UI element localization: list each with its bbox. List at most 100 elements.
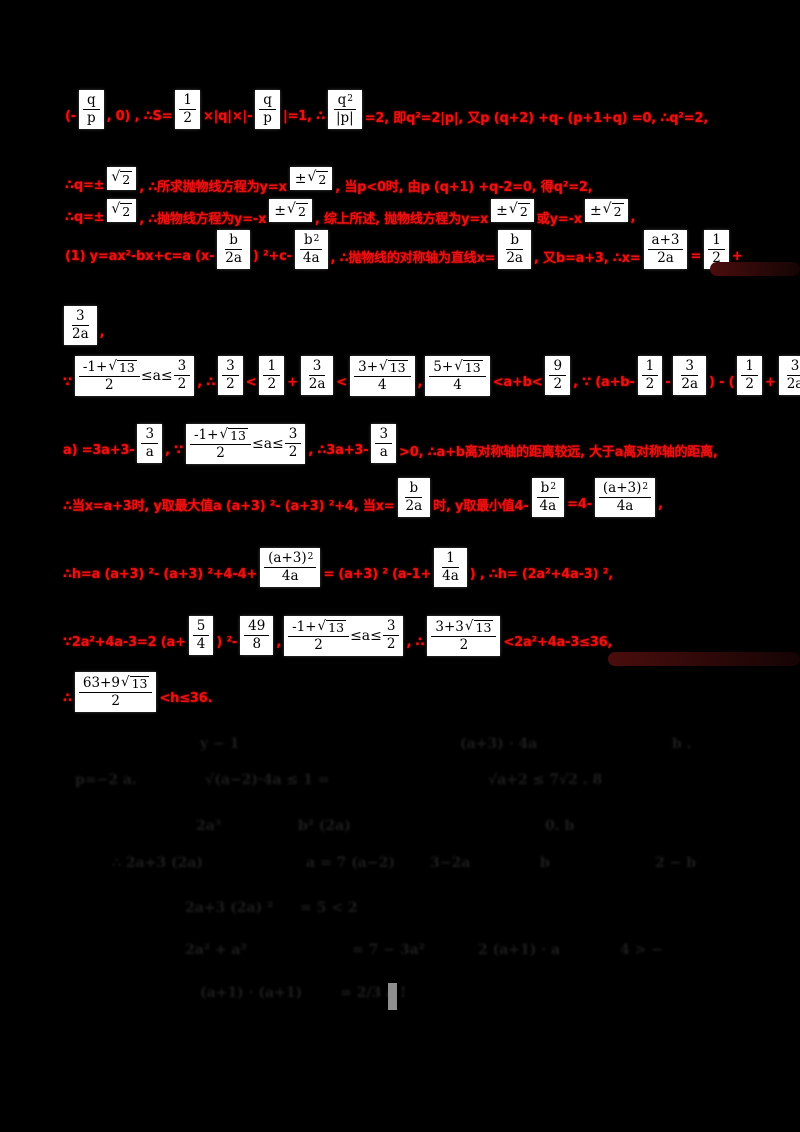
math-text: 3 bbox=[790, 358, 800, 375]
radical-sign: √ bbox=[108, 358, 117, 374]
text-cursor bbox=[388, 983, 397, 1010]
denominator: 2 bbox=[107, 693, 124, 709]
numerator: 1 bbox=[263, 358, 281, 377]
math-text: p bbox=[86, 109, 96, 126]
sqrt-radical: √ 2 bbox=[603, 202, 624, 219]
numerator: q bbox=[82, 93, 100, 110]
math-text: 2a bbox=[225, 249, 242, 266]
math-box: 3 2a bbox=[64, 306, 97, 345]
math-text: 2a bbox=[72, 325, 89, 342]
red-text: , 又b=a+3, ∴x= bbox=[533, 250, 641, 266]
ghost-fragment: 2 (a+1) · a bbox=[478, 942, 561, 958]
denominator: 4a bbox=[536, 498, 561, 514]
math-text: 3 bbox=[177, 358, 187, 375]
numerator: 63+9 √ 13 bbox=[78, 675, 153, 693]
math-text: b bbox=[409, 480, 419, 496]
denominator: 2 bbox=[549, 376, 566, 392]
fraction: 5+ √ 13 4 bbox=[429, 359, 486, 393]
numerator: 3 bbox=[681, 358, 699, 377]
denominator: 2a bbox=[68, 326, 93, 342]
numerator: (a+3) 2 bbox=[264, 550, 317, 568]
ghost-fragment: ∴ 2a+3 (2a) bbox=[112, 855, 203, 871]
fraction: a+3 2a bbox=[647, 233, 684, 266]
math-box: -1+ √ 13 2 ≤a≤ 3 2 bbox=[74, 356, 195, 396]
red-text: =2, 即q²=2|p|, 又p (q+2) +q- (p+1+q) =0, ∴… bbox=[364, 110, 709, 126]
fraction: (a+3) 2 4a bbox=[264, 550, 317, 584]
numerator: 3 bbox=[141, 426, 159, 445]
math-text: q bbox=[263, 92, 272, 108]
ghost-fragment: (a+1) · (a+1) bbox=[200, 985, 303, 1001]
red-text: , ∴ bbox=[406, 635, 425, 651]
solution-line-4: (1) y=ax²-bx+c=a (x-b 2a) ²+c-b 2 4a, ∴抛物线的… bbox=[64, 230, 743, 269]
sqrt-radical: √ 13 bbox=[454, 359, 483, 375]
denominator: a bbox=[376, 444, 392, 460]
red-text: , 综上所述, 抛物线方程为y=x bbox=[314, 212, 489, 227]
denominator: 4 bbox=[374, 377, 391, 393]
math-text: (a+3) bbox=[268, 550, 307, 566]
denominator: 2 bbox=[263, 376, 280, 392]
math-text: 2a bbox=[681, 376, 699, 393]
math-box: 3+3 √ 13 2 bbox=[427, 616, 501, 656]
math-text: 4a bbox=[616, 497, 634, 514]
fraction: 3 2a bbox=[68, 309, 93, 342]
math-text: 4a bbox=[302, 249, 320, 266]
math-box: (a+3) 2 4a bbox=[594, 478, 656, 517]
red-text: , ∴抛物线方程为y=-x bbox=[139, 212, 267, 227]
denominator: 2a bbox=[502, 250, 527, 266]
fraction: -1+ √ 13 2 bbox=[78, 358, 140, 393]
math-text: 9 bbox=[553, 358, 563, 375]
math-text: 1 bbox=[267, 358, 277, 375]
math-box: √ 2 bbox=[107, 167, 137, 190]
radical-sign: √ bbox=[454, 358, 463, 374]
math-text: -1+ bbox=[292, 618, 317, 635]
red-text: ∴当x=a+3时, y取最大值a (a+3) ²- (a+3) ²+4, 当x= bbox=[63, 498, 395, 514]
solution-line-10: ∵2a²+4a-3=2 (a+ 5 4) ²- 49 8, -1+ √ 13 2 ≤a≤ 3 2, ∴… bbox=[62, 616, 613, 656]
math-text: 2a bbox=[657, 249, 674, 266]
redaction-streak bbox=[608, 652, 800, 666]
math-text: 2 bbox=[314, 636, 323, 653]
red-text: + bbox=[764, 375, 776, 391]
red-text: < bbox=[336, 375, 348, 391]
math-text: 2 bbox=[226, 376, 235, 393]
math-text: a bbox=[145, 444, 154, 461]
red-text: <h≤36. bbox=[159, 691, 213, 707]
solution-line-9: ∴h=a (a+3) ²- (a+3) ²+4-4+ (a+3) 2 4a = (a+3… bbox=[62, 548, 614, 587]
fraction: 3 2a bbox=[677, 359, 702, 392]
math-text: 3+3 bbox=[435, 618, 464, 635]
radicand: 2 bbox=[120, 171, 133, 187]
red-text: ) ²+c- bbox=[252, 248, 292, 264]
math-text: q bbox=[337, 92, 347, 108]
solution-line-5: 3 2a, bbox=[62, 306, 105, 345]
red-text: |=1, ∴ bbox=[282, 108, 325, 124]
math-text: 4a bbox=[539, 497, 557, 514]
numerator: 1 bbox=[179, 93, 196, 110]
math-text: a bbox=[379, 444, 388, 461]
math-text: 4a bbox=[281, 567, 299, 584]
denominator: 2 bbox=[642, 376, 659, 392]
red-text: a) =3a+3- bbox=[63, 443, 135, 459]
denominator: 2 bbox=[310, 637, 327, 653]
fraction: b 2 4a bbox=[299, 233, 324, 266]
numerator: b bbox=[225, 233, 242, 250]
red-text: , bbox=[417, 375, 423, 391]
solution-line-7: a) =3a+3- 3 a, ∵ -1+ √ 13 2 ≤a≤ 3 2, ∴3a+3- 3 a >0, … bbox=[62, 424, 719, 464]
math-box: b 2a bbox=[217, 230, 250, 269]
math-text: 3 bbox=[226, 358, 235, 375]
radicand: 2 bbox=[611, 203, 624, 219]
math-text: 3 bbox=[145, 426, 155, 443]
red-text: ) - ( bbox=[709, 375, 735, 391]
math-text: 3 bbox=[685, 358, 695, 375]
ghost-fragment: = 5 < 2 bbox=[300, 900, 358, 916]
radical-sign: √ bbox=[508, 201, 518, 217]
red-text: , 0) , ∴S= bbox=[106, 108, 173, 124]
math-box: ± √ 2 bbox=[491, 199, 534, 222]
sqrt-radical: √ 2 bbox=[111, 202, 133, 219]
math-box: b 2a bbox=[498, 230, 531, 269]
math-text: 3 bbox=[76, 308, 85, 324]
red-text: 或y=-x bbox=[536, 212, 582, 227]
